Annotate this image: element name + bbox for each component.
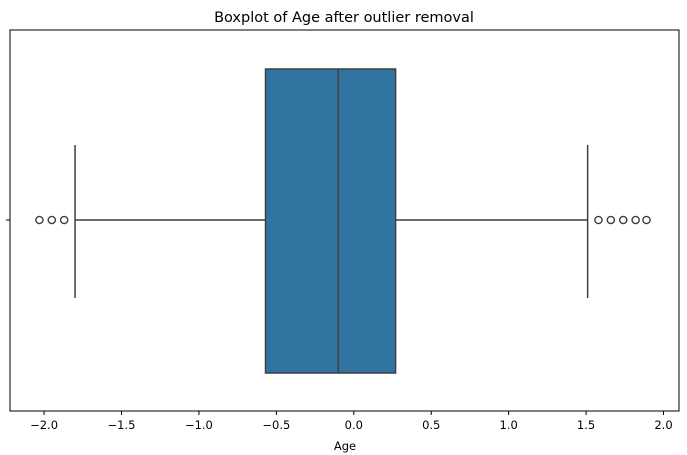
box-group [35,68,651,374]
x-tick-label: −2.0 [30,418,58,432]
x-tick-label: 1.5 [577,418,595,432]
iqr-box [264,68,397,374]
outlier-point [631,215,640,225]
x-axis-label: Age [334,439,356,453]
chart-title: Boxplot of Age after outlier removal [214,10,474,26]
x-tick-label: −1.5 [108,418,136,432]
outlier-point [59,215,69,225]
x-tick-label: 0.0 [345,418,363,432]
x-axis-ticks: −2.0 −1.5 −1.0 −0.5 0.0 0.5 1.0 1.5 2.0 [30,411,673,432]
outlier-point [618,215,628,225]
outlier-point [606,215,616,225]
outlier-point [642,215,651,225]
x-tick-label: 0.5 [422,418,440,432]
x-tick-label: −1.0 [185,418,213,432]
outlier-point [47,215,57,225]
x-tick-label: 1.0 [500,418,518,432]
x-tick-label: 2.0 [654,418,672,432]
x-tick-label: −0.5 [262,418,290,432]
outlier-point [35,215,44,225]
outlier-point [594,215,603,225]
